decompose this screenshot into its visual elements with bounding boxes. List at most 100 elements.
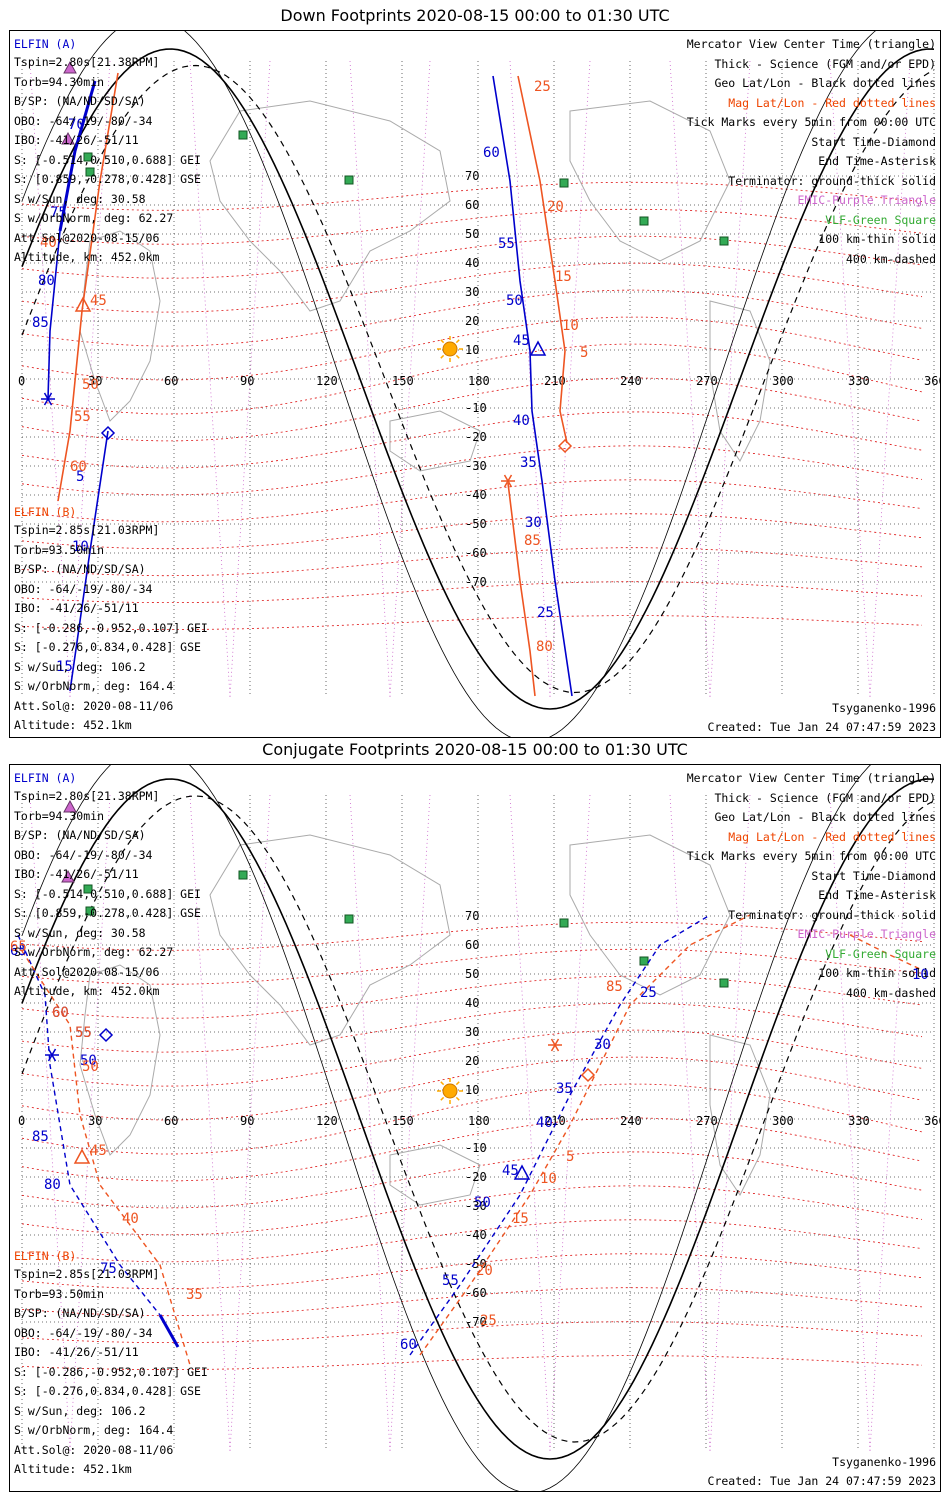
track-a-tick-label: 45	[513, 333, 530, 349]
center-time-triangle-icon	[74, 296, 92, 312]
legend-item: 100 km-thin solid	[818, 232, 936, 246]
track-b-tick-label: 60	[70, 459, 87, 475]
info-line: B/SP: (NA/ND/SD/SA)	[14, 94, 146, 108]
lon-tick-label: 330	[848, 1114, 870, 1128]
sun-ray	[440, 1081, 445, 1086]
mag-lat-line	[21, 1083, 923, 1155]
info-line: Tspin=2.80s[21.38RPM]	[14, 789, 160, 803]
lon-tick-label: 330	[848, 374, 870, 388]
info-line: Altitude: 452.1km	[14, 1462, 132, 1476]
info-line: Torb=93.50min	[14, 542, 105, 557]
lon-tick-label: 120	[316, 1114, 338, 1128]
sun-ray	[440, 354, 445, 359]
lat-tick-label: 50	[465, 967, 479, 981]
mag-lat-line	[21, 615, 923, 630]
lon-tick-label: 300	[772, 1114, 794, 1128]
sun-ray	[440, 1096, 445, 1101]
legend-item: Thick - Science (FGM and/or EPD)	[714, 790, 936, 805]
track-b-tick-label: 45	[90, 293, 107, 309]
info-line: S: [-0.286,-0.952,0.107] GEI	[14, 620, 208, 635]
legend-item: EMIC-Purple Triangle	[797, 927, 936, 941]
lon-tick-label: 150	[392, 1114, 414, 1128]
end-time-asterisk-icon	[503, 474, 513, 488]
terminator-100km	[21, 31, 876, 737]
elfin-b-track-3	[849, 934, 921, 970]
lat-tick-label: 10	[465, 343, 479, 357]
mag-lon-line	[709, 794, 751, 1452]
legend-item: Terminator: ground-thick solid	[728, 907, 936, 922]
lat-tick-label: -70	[465, 575, 487, 589]
lon-tick-label: 90	[240, 374, 254, 388]
lat-tick-label: 70	[465, 169, 479, 183]
info-line: Att.Sol@: 2020-08-11/06	[14, 698, 174, 713]
model-label: Tsyganenko-1996	[832, 1455, 936, 1469]
info-line: OBO: -64/-19/-80/-34	[14, 581, 153, 596]
info-line: S: [0.859,-0.278,0.428] GSE	[14, 906, 201, 920]
track-a-tick-label: 25	[537, 605, 554, 621]
center-time-triangle-icon	[529, 340, 547, 356]
legend-item: 400 km-dashed	[845, 251, 936, 266]
lon-tick-label: 180	[468, 1114, 490, 1128]
legend-item: End Time-Asterisk	[818, 154, 936, 168]
legend-item: Geo Lat/Lon - Black dotted lines	[714, 810, 936, 824]
legend-item: 400 km-dashed	[845, 985, 936, 1000]
info-line: S w/OrbNorm, deg: 164.4	[14, 1423, 174, 1437]
start-time-diamond-icon	[580, 1067, 596, 1083]
vlf-square-icon	[719, 978, 729, 988]
track-a-tick-label: 50	[80, 1053, 97, 1069]
map-frame: 0 30 60 90 120 150 180 210 240 270 300 330 360 70 60 50…	[9, 30, 941, 738]
track-a-tick-label: 10	[72, 539, 89, 555]
track-a-tick-label: 50	[474, 1195, 491, 1211]
vlf-square-icon	[344, 175, 354, 185]
lon-tick-label: 30	[88, 1114, 102, 1128]
vlf-square-icon	[83, 884, 93, 894]
lat-tick-label: 30	[465, 1025, 479, 1039]
legend-item: Mag Lat/Lon - Red dotted lines	[728, 95, 936, 110]
info-line: S: [-0.514,0.510,0.688] GEI	[14, 152, 201, 167]
info-line: OBO: -64/-19/-80/-34	[14, 1325, 153, 1340]
lat-tick-label: 30	[465, 285, 479, 299]
terminator-400km	[21, 795, 935, 1443]
continent-outline	[709, 300, 771, 462]
mag-lat-line	[21, 411, 923, 469]
info-line: Altitude, km: 452.0km	[14, 250, 160, 264]
lon-tick-label: 30	[88, 374, 102, 388]
track-a-tick-label: 50	[506, 293, 523, 309]
elfin-b-track	[21, 950, 191, 1366]
mag-lat-line	[21, 343, 923, 415]
legend-item: EMIC-Purple Triangle	[797, 193, 936, 207]
vlf-square-icon	[559, 178, 569, 188]
mag-lat-line	[21, 513, 923, 550]
info-line: OBO: -64/-19/-80/-34	[14, 847, 153, 862]
track-a-tick-label: 55	[75, 1025, 92, 1041]
mag-lat-line	[21, 1287, 923, 1317]
sun-icon	[442, 1083, 458, 1099]
info-line: Tspin=2.80s[21.38RPM]	[14, 55, 160, 69]
vlf-square-icon	[238, 870, 248, 880]
info-line: B/SP: (NA/ND/SD/SA)	[14, 1306, 146, 1320]
track-a-tick-label: 35	[520, 455, 537, 471]
legend-item: End Time-Asterisk	[818, 888, 936, 902]
sun-ray	[455, 1081, 460, 1086]
info-line: S: [-0.276,0.834,0.428] GSE	[14, 1384, 201, 1398]
vlf-square-icon	[639, 216, 649, 226]
vlf-square-icon	[559, 918, 569, 928]
sun-ray	[455, 1096, 460, 1101]
track-a-tick-label: 55	[498, 236, 515, 252]
track-b-tick-label: 80	[536, 639, 553, 655]
track-a-tick-label: 65	[10, 943, 27, 959]
info-line: Torb=93.50min	[14, 1286, 105, 1301]
vlf-square-icon	[83, 152, 93, 162]
lat-tick-label: 10	[465, 1083, 479, 1097]
mag-lat-line	[21, 948, 923, 985]
mag-lon-line	[509, 794, 551, 1452]
elfin-a-track	[47, 230, 61, 400]
track-a-tick-label: 75	[50, 205, 67, 221]
vlf-square-icon	[85, 906, 95, 916]
track-b-tick-label: 25	[480, 1313, 497, 1329]
track-a-tick-label: 30	[594, 1037, 611, 1053]
mag-lon-line	[549, 794, 591, 1452]
lat-tick-label: -20	[465, 1170, 487, 1184]
track-b-tick-label: 20	[476, 1263, 493, 1279]
track-a-tick-label: 10	[912, 967, 929, 983]
